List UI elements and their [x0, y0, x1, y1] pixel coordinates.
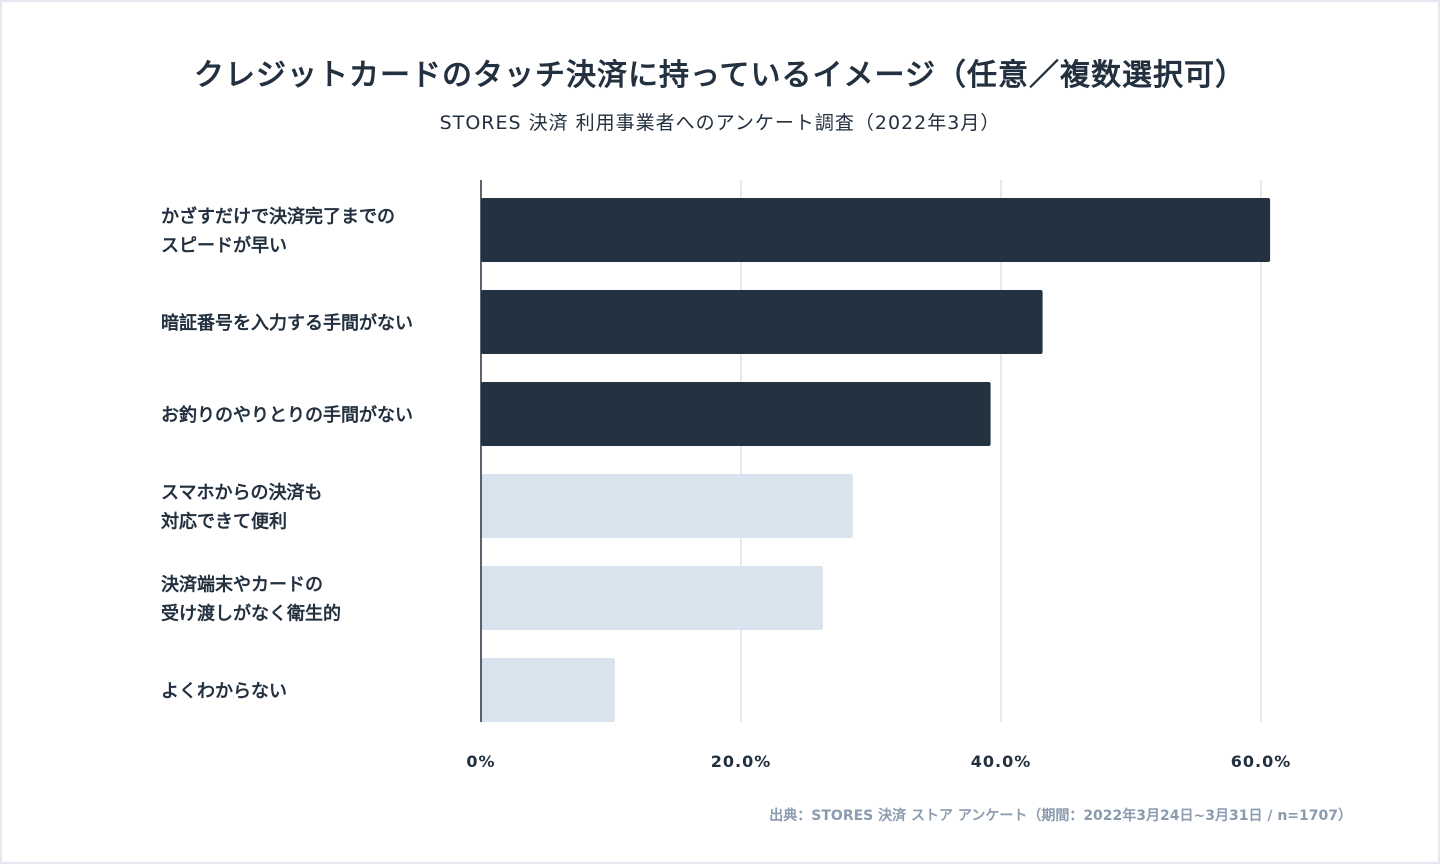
category-label-2-0: お釣りのやりとりの手間がない — [161, 404, 413, 426]
bar-0 — [481, 198, 1271, 262]
category-label-3-0: スマホからの決済も — [161, 482, 322, 504]
bar-5 — [481, 658, 615, 722]
category-label-5-0: よくわからない — [161, 681, 287, 702]
category-label-4-0: 決済端末やカードの — [161, 574, 323, 596]
chart-subtitle: STORES 決済 利用事業者へのアンケート調査（2022年3月） — [439, 112, 1001, 134]
bar-2 — [481, 382, 991, 446]
bar-3 — [481, 474, 853, 538]
category-label-1-0: 暗証番号を入力する手間がない — [161, 312, 413, 334]
x-tick-label-2: 40.0% — [971, 752, 1032, 771]
bar-1 — [481, 290, 1043, 354]
category-label-4-1: 受け渡しがなく衛生的 — [161, 603, 341, 625]
chart-title: クレジットカードのタッチ決済に持っているイメージ（任意／複数選択可） — [194, 58, 1246, 93]
bar-4 — [481, 566, 823, 630]
x-tick-label-0: 0% — [466, 752, 495, 771]
category-label-0-0: かざすだけで決済完了までの — [161, 206, 395, 228]
x-tick-label-1: 20.0% — [711, 752, 772, 771]
category-label-3-1: 対応できて便利 — [160, 511, 287, 533]
source-note: 出典：STORES 決済 ストア アンケート（期間：2022年3月24日~3月3… — [769, 808, 1352, 824]
category-label-0-1: スピードが早い — [161, 235, 287, 257]
x-tick-label-3: 60.0% — [1231, 752, 1292, 771]
